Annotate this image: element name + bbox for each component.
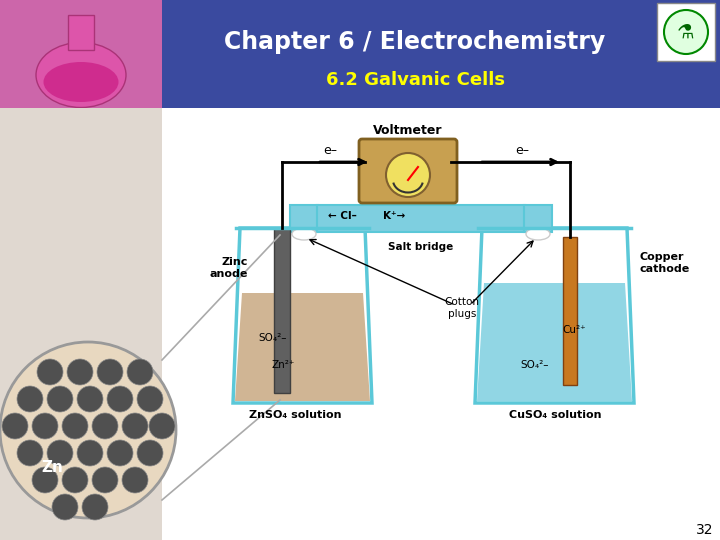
Circle shape (17, 386, 43, 412)
Text: ⚗: ⚗ (678, 23, 695, 42)
Circle shape (67, 359, 93, 385)
Text: Cu²⁺: Cu²⁺ (562, 325, 585, 335)
Text: K⁺→: K⁺→ (383, 211, 405, 221)
Text: SO₄²–: SO₄²– (258, 333, 287, 343)
Ellipse shape (43, 62, 119, 102)
Bar (657, 3, 715, 61)
Text: Zn: Zn (41, 460, 63, 475)
Circle shape (107, 440, 133, 466)
Bar (274, 228, 290, 393)
Bar (0, 108, 162, 540)
Circle shape (137, 386, 163, 412)
Circle shape (386, 153, 430, 197)
Bar (317, 205, 525, 232)
Circle shape (122, 467, 148, 493)
Text: Copper
cathode: Copper cathode (640, 252, 690, 274)
Circle shape (32, 467, 58, 493)
Circle shape (127, 359, 153, 385)
Circle shape (92, 467, 118, 493)
Bar (563, 237, 577, 385)
Circle shape (32, 413, 58, 439)
Text: e–: e– (323, 144, 337, 157)
Polygon shape (290, 205, 318, 232)
Polygon shape (235, 293, 370, 401)
Polygon shape (524, 205, 552, 232)
Text: Zn²⁺: Zn²⁺ (272, 360, 295, 370)
Circle shape (47, 386, 73, 412)
Circle shape (122, 413, 148, 439)
Text: ZnSO₄ solution: ZnSO₄ solution (248, 410, 341, 420)
Bar (68, 15, 94, 50)
Circle shape (62, 413, 88, 439)
Text: Chapter 6 / Electrochemistry: Chapter 6 / Electrochemistry (225, 30, 606, 54)
Circle shape (52, 494, 78, 520)
Polygon shape (477, 283, 632, 401)
Ellipse shape (36, 43, 126, 107)
Circle shape (62, 467, 88, 493)
Text: 6.2 Galvanic Cells: 6.2 Galvanic Cells (325, 71, 505, 89)
Text: 32: 32 (696, 523, 714, 537)
Text: Zinc
anode: Zinc anode (210, 257, 248, 279)
Circle shape (37, 359, 63, 385)
Circle shape (17, 440, 43, 466)
Circle shape (82, 494, 108, 520)
Ellipse shape (292, 228, 316, 240)
Circle shape (77, 386, 103, 412)
Circle shape (77, 440, 103, 466)
Text: e–: e– (515, 144, 529, 157)
Text: Voltmeter: Voltmeter (373, 124, 443, 137)
Bar (0, 0, 162, 108)
Text: Cotton
plugs: Cotton plugs (444, 297, 480, 319)
Circle shape (0, 342, 176, 518)
Circle shape (2, 413, 28, 439)
Bar (0, 0, 720, 108)
Circle shape (664, 10, 708, 54)
Text: ← Cl–: ← Cl– (328, 211, 356, 221)
Circle shape (107, 386, 133, 412)
Text: SO₄²–: SO₄²– (520, 360, 549, 370)
Circle shape (137, 440, 163, 466)
Text: CuSO₄ solution: CuSO₄ solution (509, 410, 601, 420)
Ellipse shape (526, 228, 550, 240)
Circle shape (149, 413, 175, 439)
Circle shape (97, 359, 123, 385)
FancyBboxPatch shape (359, 139, 457, 203)
Text: Salt bridge: Salt bridge (388, 242, 454, 252)
Circle shape (47, 440, 73, 466)
Circle shape (92, 413, 118, 439)
